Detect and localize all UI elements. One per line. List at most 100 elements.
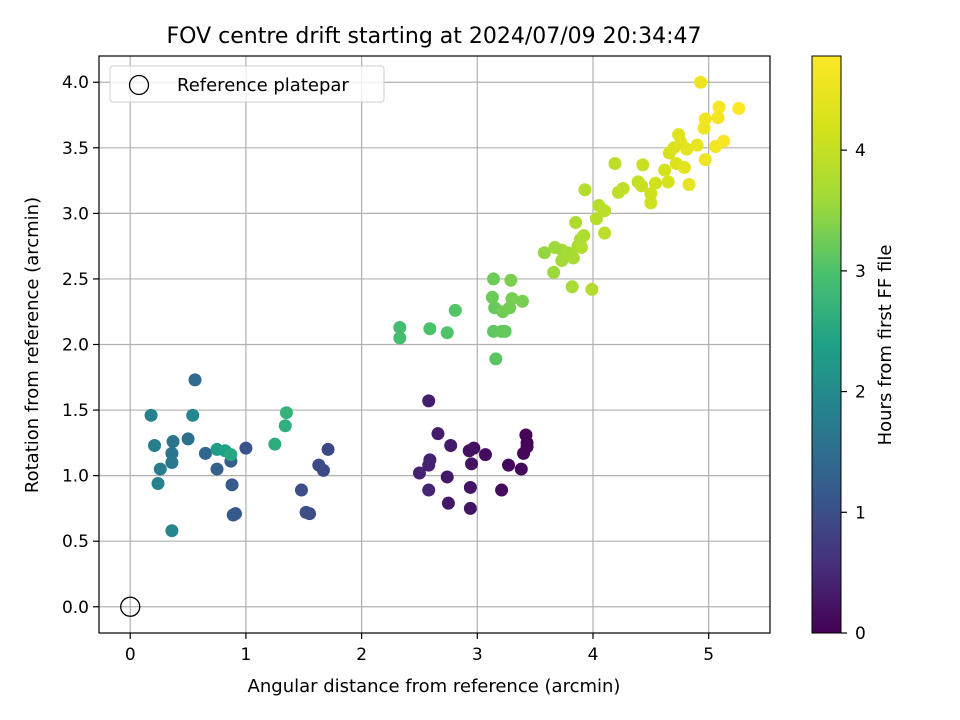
y-tick-label: 1.5	[62, 401, 89, 421]
data-point	[165, 524, 179, 538]
x-tick-label: 4	[588, 645, 599, 665]
data-point	[682, 178, 696, 192]
data-point	[504, 273, 518, 287]
data-point	[299, 505, 313, 519]
data-point	[577, 229, 591, 243]
x-tick-label: 2	[356, 645, 367, 665]
x-axis-ticks: 0 1 2 3 4 5	[125, 633, 714, 665]
colorbar-label: Hours from first FF file	[875, 245, 896, 446]
data-point	[547, 265, 561, 279]
data-point	[712, 100, 726, 114]
grid-lines	[99, 56, 770, 633]
data-point	[578, 183, 592, 197]
data-point	[636, 158, 650, 172]
data-point	[440, 326, 454, 340]
data-point	[144, 408, 158, 422]
legend-box	[109, 65, 385, 103]
legend-entry-label: Reference platepar	[177, 75, 349, 96]
data-point	[495, 483, 509, 497]
data-point	[635, 179, 649, 193]
data-point	[680, 142, 694, 156]
data-point	[312, 458, 326, 472]
data-point	[239, 441, 253, 455]
data-point	[165, 456, 179, 470]
data-point	[690, 138, 704, 152]
y-tick-label: 0.5	[62, 532, 89, 552]
y-axis-label: Rotation from reference (arcmin)	[22, 197, 43, 493]
data-point	[153, 462, 167, 476]
data-point	[661, 175, 675, 189]
data-point	[485, 290, 499, 304]
data-point	[565, 280, 579, 294]
data-point	[677, 160, 691, 174]
data-point	[181, 432, 195, 446]
y-tick-label: 0.0	[62, 598, 89, 618]
y-tick-label: 2.0	[62, 336, 89, 356]
data-point	[279, 406, 293, 420]
data-point	[165, 446, 179, 460]
data-point	[423, 322, 437, 336]
data-point	[463, 501, 477, 515]
data-point	[566, 251, 580, 265]
data-point	[151, 477, 165, 491]
data-point	[495, 324, 509, 338]
colorbar-tick-label: 4	[855, 141, 866, 161]
data-point	[188, 373, 202, 387]
data-point	[278, 419, 292, 433]
data-point	[502, 458, 516, 472]
colorbar-ticks: 0 1 2 3 4	[841, 141, 866, 644]
y-tick-label: 3.0	[62, 204, 89, 224]
data-point	[616, 181, 630, 195]
data-point	[321, 442, 335, 456]
data-point	[517, 446, 531, 460]
data-point	[226, 508, 240, 522]
colorbar-tick-label: 0	[855, 624, 866, 644]
colorbar-tick-label: 1	[855, 503, 866, 523]
data-point	[698, 153, 712, 167]
chart-title: FOV centre drift starting at 2024/07/09 …	[167, 24, 702, 49]
legend: Reference platepar	[109, 65, 385, 103]
colorbar-gradient	[811, 55, 842, 634]
data-point	[268, 437, 282, 451]
data-point	[444, 438, 458, 452]
data-point	[210, 462, 224, 476]
data-point	[224, 448, 238, 462]
data-point	[186, 408, 200, 422]
data-point	[574, 240, 588, 254]
y-tick-label: 1.0	[62, 467, 89, 487]
x-tick-label: 1	[241, 645, 252, 665]
data-point	[505, 292, 519, 306]
data-point	[487, 272, 501, 286]
x-tick-label: 5	[703, 645, 714, 665]
y-tick-label: 2.5	[62, 270, 89, 290]
colorbar: 0 1 2 3 4 Hours from first FF file	[811, 55, 896, 644]
data-point	[648, 176, 662, 190]
reference-platepar-marker	[120, 596, 141, 617]
data-point	[441, 496, 455, 510]
x-axis-label: Angular distance from reference (arcmin)	[248, 676, 621, 697]
y-tick-label: 4.0	[62, 73, 89, 93]
x-tick-label: 0	[125, 645, 136, 665]
data-point	[569, 216, 583, 230]
data-point	[585, 282, 599, 296]
legend-open-circle-marker	[128, 74, 150, 96]
data-point	[422, 458, 436, 472]
data-point	[166, 435, 180, 449]
data-point	[589, 212, 603, 226]
data-point	[717, 134, 731, 148]
data-point	[711, 111, 725, 125]
data-point	[644, 187, 658, 201]
data-point	[698, 112, 712, 126]
data-point	[448, 303, 462, 317]
data-points	[144, 75, 746, 538]
reference-marker-layer	[120, 596, 141, 617]
data-point	[598, 226, 612, 240]
data-point	[198, 446, 212, 460]
data-point	[465, 457, 479, 471]
data-point	[732, 101, 746, 115]
data-point	[294, 483, 308, 497]
data-point	[489, 352, 503, 366]
data-point	[598, 204, 612, 218]
data-point	[694, 75, 708, 89]
